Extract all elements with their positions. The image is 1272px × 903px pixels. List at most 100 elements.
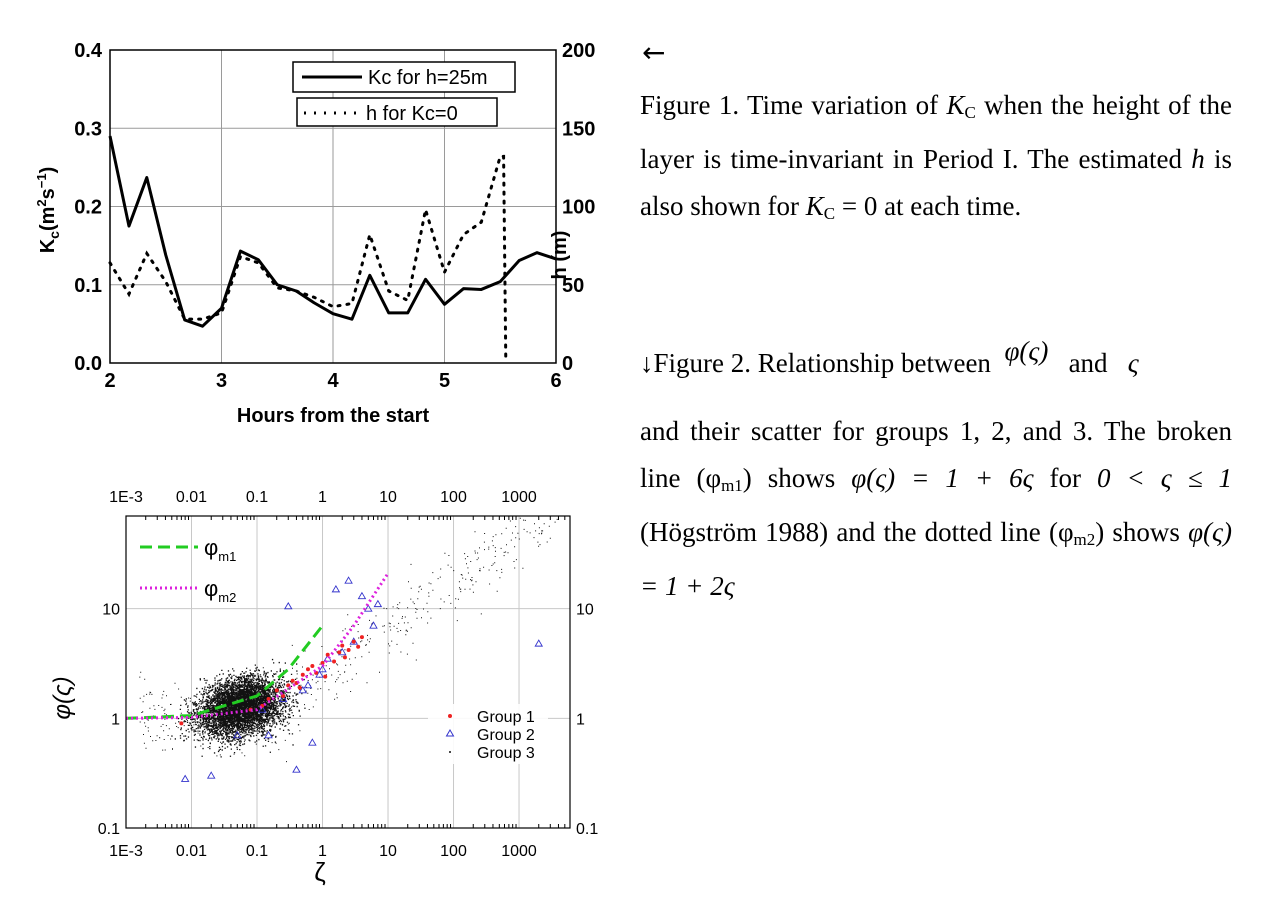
chart1-y-left-tick-label: 0.2 — [74, 197, 102, 219]
chart2-y-tick-label-right: 0.1 — [576, 821, 598, 838]
chart1-y-right-label: h (m) — [549, 231, 571, 280]
group2-point — [344, 576, 353, 584]
legend-label-kc: Kc for h=25m — [368, 67, 488, 89]
figure1-pointer-arrow: ← — [642, 36, 666, 69]
chart2-plot-frame — [125, 515, 571, 829]
series-h-dotted-line — [108, 154, 508, 365]
group1-point — [290, 678, 295, 683]
chart2-ticks: 1E-31E-30.010.010.10.1111010100100100010… — [98, 489, 599, 860]
group1-point — [320, 660, 325, 665]
group2-point — [308, 738, 317, 746]
chart2-line-legend: φm1 φm2 — [140, 535, 236, 605]
group2-point — [373, 599, 383, 608]
chart1-ticks: 2 3 4 5 6 0.0 0.1 0.2 0.3 0.4 0 50 100 150 200 — [74, 40, 595, 392]
legend-label-h: h for Kc=0 — [366, 103, 458, 125]
chart2-x-tick-label-top: 1E-3 — [109, 489, 143, 506]
group1-point — [179, 721, 184, 726]
group1-point — [281, 693, 286, 698]
chart2-y-tick-label-left: 0.1 — [98, 821, 120, 838]
phi-zeta-scatter-chart: 1E-31E-30.010.010.10.1111010100100100010… — [49, 489, 599, 887]
chart2-x-tick-label-bottom: 0.1 — [246, 843, 268, 860]
group2-point — [331, 584, 341, 593]
chart2-x-tick-label-top: 1 — [318, 489, 327, 506]
group2-point — [206, 771, 216, 779]
legend-box-h — [296, 97, 498, 127]
legend-label-phim1: φm1 — [204, 535, 236, 564]
chart1-y-left-tick-label: 0.0 — [74, 353, 102, 375]
chart2-y-tick-label-right: 10 — [576, 602, 594, 619]
chart2-marker-legend: Group 1 Group 2 Group 3 — [428, 704, 548, 764]
chart1-y-left-label: Kc(m2s−1) — [34, 167, 62, 254]
chart1-series — [108, 135, 557, 365]
chart2-y-tick-label-left: 10 — [102, 602, 120, 619]
group1-point — [297, 685, 302, 690]
chart1-x-tick-label: 6 — [550, 370, 561, 392]
chart1-y-left-tick-label: 0.1 — [74, 275, 102, 297]
chart1-y-right-tick-label: 200 — [562, 40, 595, 62]
group2-point — [233, 730, 242, 739]
phim2-line — [125, 572, 390, 720]
group2-point — [303, 680, 313, 689]
group1-point — [340, 643, 345, 648]
legend-label-phim2: φm2 — [204, 576, 236, 605]
chart2-x-tick-label-top: 10 — [379, 489, 397, 506]
chart1-grid — [109, 49, 557, 364]
chart2-y-tick-label-left: 1 — [111, 711, 120, 728]
chart1-y-right-tick-label: 150 — [562, 118, 595, 140]
chart1-x-tick-label: 2 — [104, 370, 115, 392]
group1-point — [323, 674, 328, 679]
legend-label-group2: Group 2 — [477, 727, 535, 744]
group1-point — [337, 650, 342, 655]
chart1-x-tick-label: 3 — [216, 370, 227, 392]
group2-point — [283, 601, 293, 610]
group2-point — [534, 639, 544, 647]
chart2-y-axis-label: φ(ς) — [49, 676, 76, 719]
group1-point — [300, 672, 305, 677]
chart1-x-tick-label: 5 — [439, 370, 450, 392]
group1-point — [356, 644, 361, 649]
group1-point — [346, 647, 351, 652]
group2-point — [357, 591, 367, 600]
chart1-plot-frame — [109, 49, 557, 364]
series-kc-line — [108, 135, 557, 328]
group1-point — [332, 659, 337, 664]
chart2-y-tick-label-right: 1 — [576, 711, 585, 728]
chart2-x-tick-label-bottom: 10 — [379, 843, 397, 860]
legend-label-group3: Group 3 — [477, 745, 535, 762]
group1-point — [342, 655, 347, 660]
chart2-x-axis-label: ζ — [314, 857, 325, 887]
chart1-y-right-tick-label: 0 — [562, 353, 573, 375]
figure2-caption-body: and their scatter for groups 1, 2, and 3… — [640, 416, 1233, 601]
chart1-x-tick-label: 4 — [327, 370, 339, 392]
chart2-x-tick-label-bottom: 1 — [318, 843, 327, 860]
chart1-y-right-tick-label: 50 — [562, 275, 584, 297]
chart1-y-left-tick-label: 0.4 — [74, 40, 103, 62]
group1-point — [286, 683, 291, 688]
chart1-y-right-tick-label: 100 — [562, 197, 595, 219]
group2-point — [369, 621, 378, 629]
phim1-line — [125, 624, 324, 720]
group2-point — [298, 685, 308, 694]
chart2-series — [125, 572, 544, 782]
chart2-x-tick-label-top: 0.01 — [176, 489, 207, 506]
group2-point — [315, 670, 324, 678]
svg-text:Kc(m2s−1): Kc(m2s−1) — [34, 167, 62, 254]
group2-point — [278, 694, 288, 702]
group2-point — [364, 604, 373, 612]
group1-point — [351, 639, 356, 644]
chart1-x-axis-label: Hours from the start — [237, 405, 430, 427]
chart2-x-tick-label-bottom: 1000 — [501, 843, 537, 860]
chart2-x-tick-label-bottom: 1E-3 — [109, 843, 143, 860]
chart2-x-tick-label-bottom: 0.01 — [176, 843, 207, 860]
figure2-caption-head: ↓Figure 2. Relationship between φ(ς) and… — [640, 336, 1139, 378]
group2-point — [264, 730, 273, 739]
group1-point — [266, 697, 271, 702]
group1-point — [310, 664, 315, 669]
group1-point — [274, 688, 279, 693]
group2-point — [180, 774, 190, 782]
legend-label-group1: Group 1 — [477, 709, 535, 726]
legend-marker-group3 — [449, 751, 451, 753]
group2-point — [292, 765, 301, 773]
legend-marker-group1 — [448, 714, 452, 718]
chart2-x-tick-label-top: 100 — [440, 489, 467, 506]
